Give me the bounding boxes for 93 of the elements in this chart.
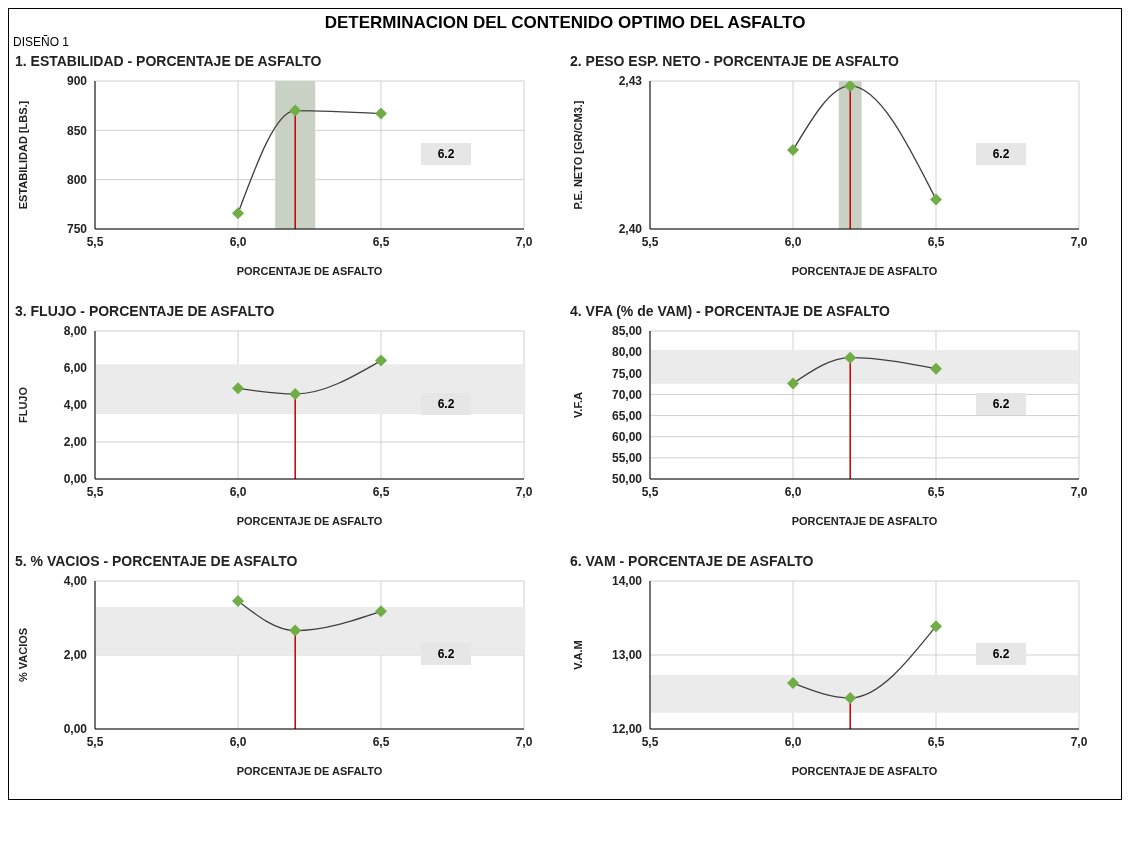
x-tick-label: 6,5 — [927, 484, 945, 499]
y-tick-label: 2,43 — [618, 74, 643, 89]
y-tick-label: 6,00 — [63, 361, 88, 376]
annotation: 6.2 — [421, 393, 472, 416]
x-axis-title: PORCENTAJE DE ASFALTO — [236, 265, 383, 277]
x-tick-label: 7,0 — [515, 484, 533, 499]
point — [844, 351, 857, 364]
y-tick-label: 14,00 — [611, 574, 643, 589]
chart-title: 5. % VACIOS - PORCENTAJE DE ASFALTO — [14, 552, 299, 571]
x-tick-label: 5,5 — [641, 484, 659, 499]
x-axis-title: PORCENTAJE DE ASFALTO — [236, 515, 383, 527]
point — [232, 382, 244, 395]
x-tick-label: 6,0 — [784, 234, 802, 249]
x-tick-label: 6,0 — [784, 734, 802, 749]
point — [930, 362, 942, 375]
point — [930, 193, 942, 206]
point — [289, 387, 302, 400]
point — [375, 107, 387, 120]
y-axis-title: FLUJO — [16, 386, 29, 424]
chart-title: 2. PESO ESP. NETO - PORCENTAJE DE ASFALTO — [569, 52, 900, 71]
x-tick-label: 7,0 — [515, 734, 533, 749]
text: DISEÑO 1 — [12, 34, 70, 49]
x-axis-title: PORCENTAJE DE ASFALTO — [236, 765, 383, 777]
y-tick-label: 800 — [66, 172, 88, 187]
x-tick-label: 6,0 — [229, 484, 247, 499]
point — [844, 81, 857, 92]
annotation: 6.2 — [976, 643, 1027, 666]
y-tick-label: 0,00 — [63, 722, 88, 737]
y-axis-title: V.A.M — [571, 640, 584, 670]
y-tick-label: 85,00 — [611, 324, 643, 339]
y-tick-label: 65,00 — [611, 408, 643, 423]
x-tick-label: 7,0 — [1070, 734, 1088, 749]
y-tick-label: 4,00 — [63, 398, 88, 413]
x-axis-title: PORCENTAJE DE ASFALTO — [791, 765, 938, 777]
y-tick-label: 2,00 — [63, 435, 88, 450]
point — [232, 594, 244, 607]
x-tick-label: 5,5 — [86, 234, 104, 249]
point — [375, 354, 387, 367]
x-tick-label: 7,0 — [515, 234, 533, 249]
point — [375, 605, 387, 618]
x-tick-label: 6,5 — [372, 234, 390, 249]
point — [787, 677, 799, 690]
y-tick-label: 12,00 — [611, 722, 643, 737]
chart-title: 1. ESTABILIDAD - PORCENTAJE DE ASFALTO — [14, 52, 323, 71]
point — [844, 691, 857, 704]
y-axis-title: % VACIOS — [16, 627, 29, 683]
annotation: 6.2 — [976, 393, 1027, 416]
x-tick-label: 5,5 — [641, 234, 659, 249]
y-tick-label: 850 — [66, 123, 88, 138]
point — [232, 207, 244, 220]
y-tick-label: 60,00 — [611, 429, 643, 444]
x-tick-label: 6,5 — [372, 484, 390, 499]
point — [289, 624, 302, 637]
chart-title: 3. FLUJO - PORCENTAJE DE ASFALTO — [14, 302, 276, 321]
y-tick-label: 900 — [66, 74, 88, 89]
y-axis-title: P.E. NETO [GR/CM3.] — [571, 100, 584, 210]
x-tick-label: 5,5 — [641, 734, 659, 749]
y-tick-label: 2,00 — [63, 648, 88, 663]
y-tick-label: 75,00 — [611, 366, 643, 381]
y-tick-label: 4,00 — [63, 574, 88, 589]
annotation: 6.2 — [421, 643, 472, 666]
point — [787, 144, 799, 157]
y-tick-label: 8,00 — [63, 324, 88, 339]
x-tick-label: 6,0 — [229, 234, 247, 249]
x-tick-label: 6,5 — [372, 734, 390, 749]
y-axis-title: V.F.A — [571, 392, 584, 418]
x-tick-label: 6,0 — [784, 484, 802, 499]
y-tick-label: 13,00 — [611, 648, 643, 663]
x-axis-title: PORCENTAJE DE ASFALTO — [791, 515, 938, 527]
chart-title: 6. VAM - PORCENTAJE DE ASFALTO — [569, 552, 815, 571]
y-tick-label: 70,00 — [611, 387, 643, 402]
x-tick-label: 6,0 — [229, 734, 247, 749]
chart-title: 4. VFA (% de VAM) - PORCENTAJE DE ASFALTO — [569, 302, 891, 321]
point — [787, 377, 799, 390]
y-tick-label: 80,00 — [611, 345, 643, 360]
point — [930, 620, 942, 633]
x-tick-label: 5,5 — [86, 484, 104, 499]
y-tick-label: 750 — [66, 222, 88, 237]
point — [289, 104, 302, 117]
y-axis-title: ESTABILIDAD [LBS.] — [16, 100, 29, 210]
y-tick-label: 55,00 — [611, 451, 643, 466]
annotation: 6.2 — [976, 143, 1027, 166]
y-tick-label: 2,40 — [618, 222, 643, 237]
x-tick-label: 7,0 — [1070, 484, 1088, 499]
x-tick-label: 6,5 — [927, 234, 945, 249]
x-tick-label: 5,5 — [86, 734, 104, 749]
y-tick-label: 0,00 — [63, 472, 88, 487]
x-axis-title: PORCENTAJE DE ASFALTO — [791, 265, 938, 277]
x-tick-label: 6,5 — [927, 734, 945, 749]
x-tick-label: 7,0 — [1070, 234, 1088, 249]
annotation: 6.2 — [421, 143, 472, 166]
y-tick-label: 50,00 — [611, 472, 643, 487]
text: DETERMINACION DEL CONTENIDO OPTIMO DEL ASFALTO — [323, 12, 807, 33]
